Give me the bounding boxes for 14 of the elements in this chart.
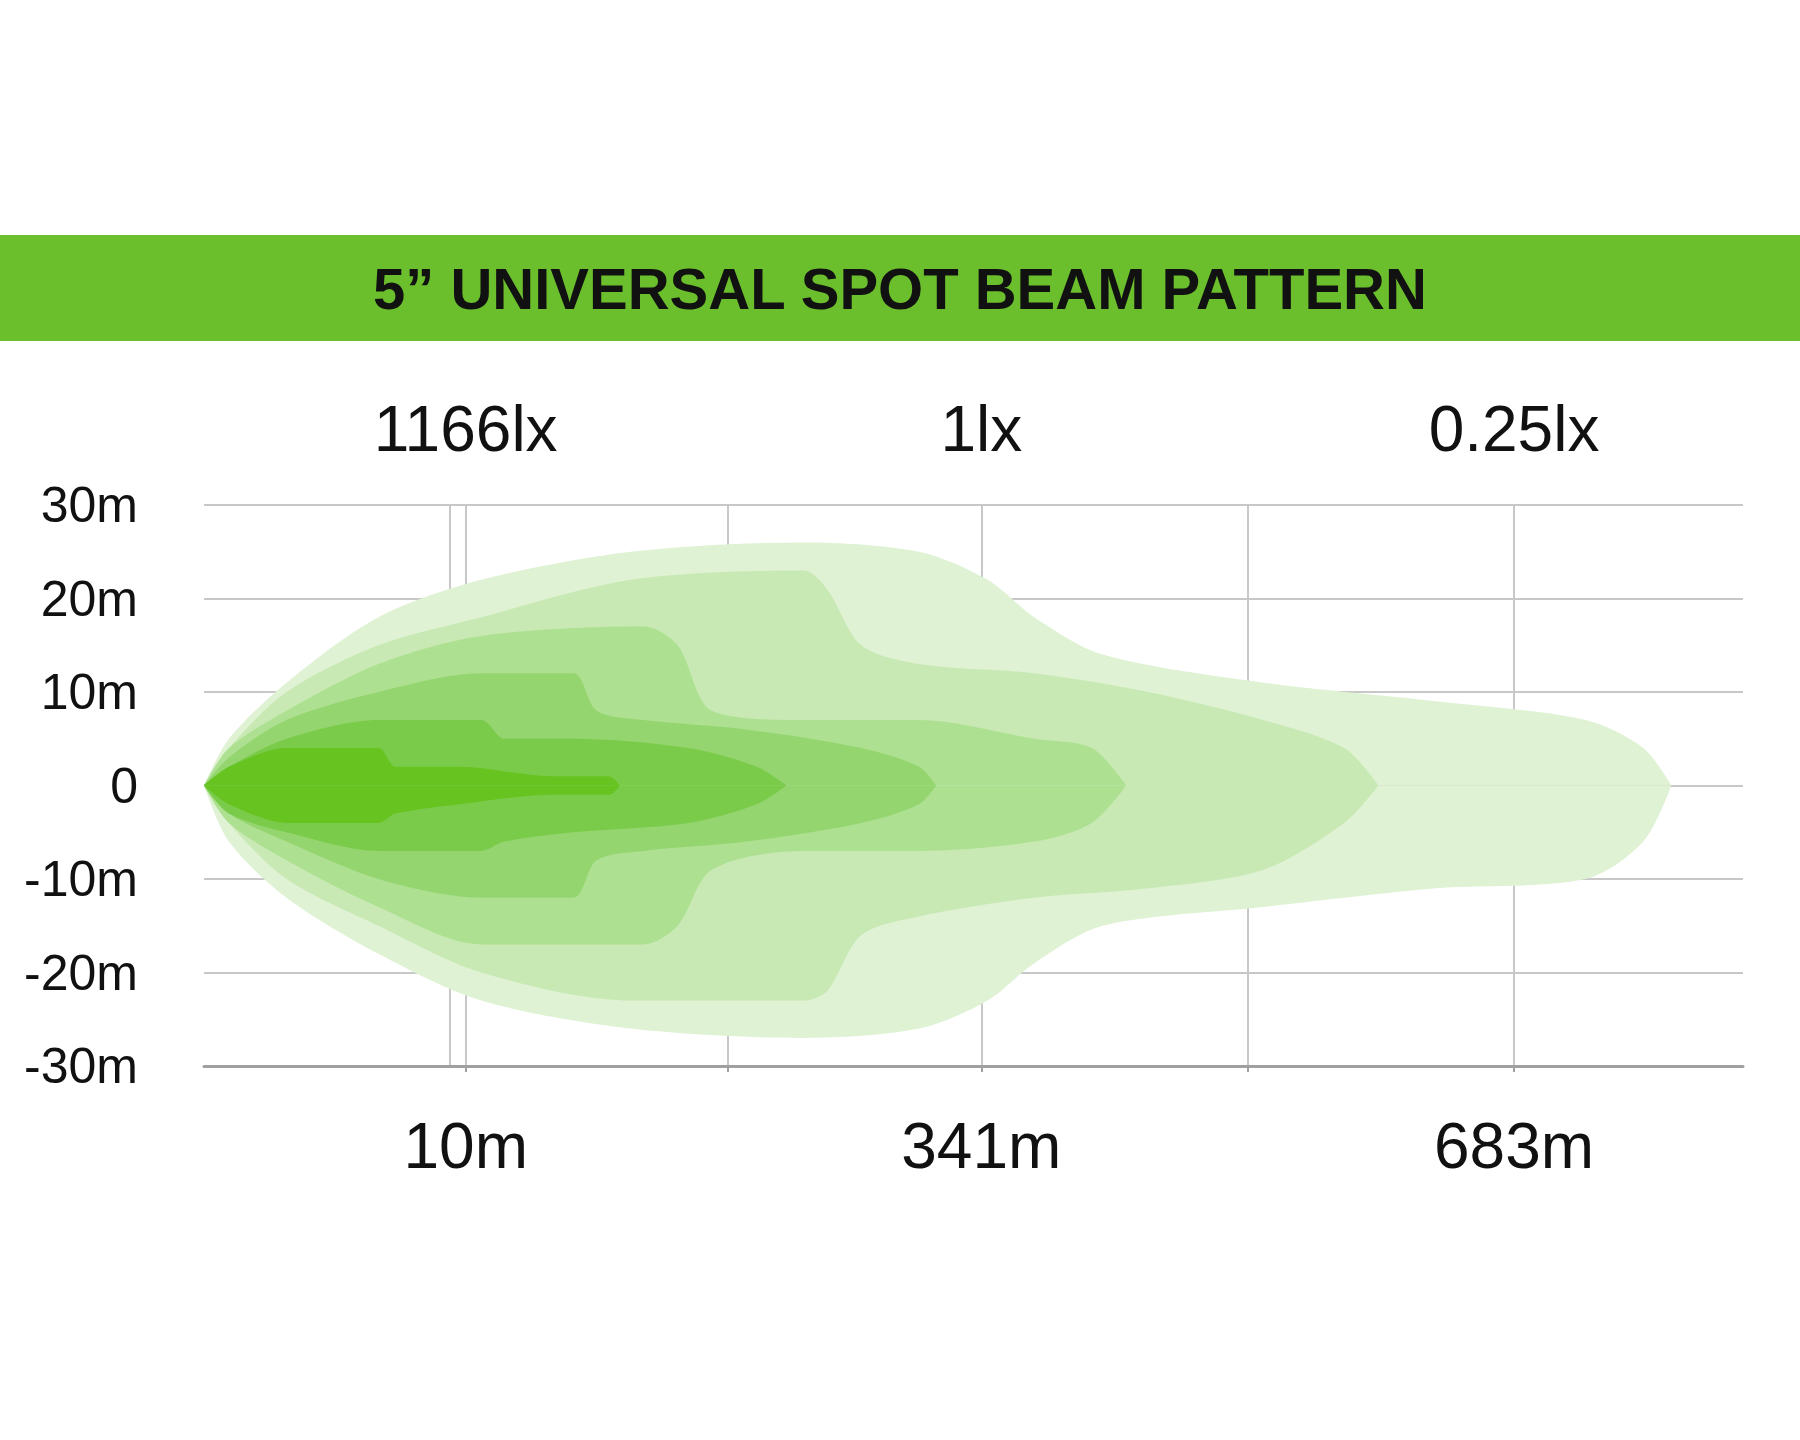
y-tick-label: 10m: [40, 664, 138, 720]
y-tick-label: 0: [110, 757, 138, 814]
y-tick-label: -10m: [24, 851, 138, 907]
y-tick-label: 20m: [40, 570, 138, 627]
y-tick-label: -20m: [24, 944, 138, 1001]
text: 1lx: [940, 393, 1023, 465]
y-tick-label: 30m: [40, 477, 138, 533]
text: 0.25lx: [1428, 393, 1600, 465]
x-tick-label: 10m: [403, 1110, 528, 1182]
x-tick-label: 341m: [901, 1110, 1062, 1182]
y-tick-label: -30m: [24, 1038, 138, 1094]
chart-title: 5” UNIVERSAL SPOT BEAM PATTERN: [373, 254, 1427, 322]
text: 1166lx: [373, 393, 558, 465]
x-tick-label: 683m: [1433, 1110, 1595, 1182]
